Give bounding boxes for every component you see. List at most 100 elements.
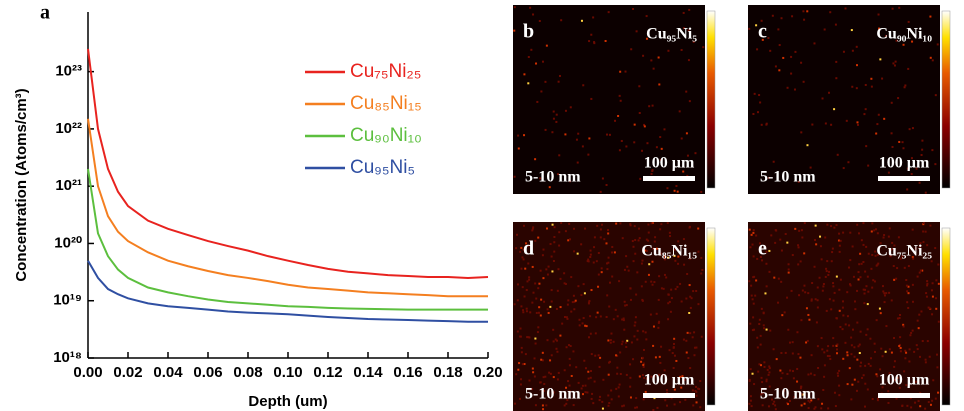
speckle — [870, 77, 873, 80]
speckle — [838, 244, 841, 247]
speckle — [816, 345, 819, 348]
speckle — [860, 239, 863, 242]
speckle — [663, 128, 666, 131]
speckle — [823, 28, 826, 31]
speckle — [587, 302, 590, 305]
speckle — [528, 278, 531, 281]
speckle — [780, 377, 783, 380]
speckle — [873, 229, 876, 232]
speckle — [903, 370, 906, 373]
speckle — [564, 282, 567, 285]
speckle — [589, 332, 592, 335]
speckle — [817, 366, 820, 369]
speckle — [925, 295, 928, 298]
speckle — [750, 233, 753, 236]
speckle — [803, 402, 806, 405]
speckle — [518, 397, 521, 400]
speckle — [640, 285, 643, 288]
speckle — [881, 77, 884, 80]
speckle — [893, 64, 896, 67]
speckle — [907, 292, 910, 295]
x-tick-label: 0.08 — [233, 364, 262, 381]
speckle — [544, 80, 547, 83]
speckle — [593, 42, 596, 45]
panel-composition: Cu₉₀Ni₁₀ — [876, 26, 932, 43]
speckle — [853, 355, 856, 358]
speckle — [571, 301, 574, 304]
speckle — [620, 139, 623, 142]
speckle — [654, 356, 657, 359]
speckle — [859, 276, 862, 279]
speckle — [549, 372, 552, 375]
speckle — [619, 99, 622, 102]
speckle — [898, 317, 901, 320]
speckle — [589, 256, 592, 259]
speckle — [780, 249, 783, 252]
speckle — [787, 328, 790, 331]
speckle — [765, 378, 768, 381]
speckle — [692, 404, 695, 407]
speckle — [862, 260, 865, 263]
speckle — [825, 309, 828, 312]
speckle — [578, 318, 581, 321]
speckle — [876, 375, 879, 378]
speckle — [663, 369, 666, 372]
speckle — [832, 344, 835, 347]
speckle — [791, 341, 794, 344]
speckle — [866, 328, 869, 331]
speckle — [538, 20, 541, 23]
speckle — [542, 277, 545, 280]
speckle — [816, 286, 819, 289]
data-line — [87, 168, 488, 311]
speckle — [787, 268, 790, 271]
speckle — [835, 317, 838, 320]
speckle — [832, 299, 835, 302]
speckle — [542, 408, 545, 411]
speckle — [625, 255, 628, 258]
speckle — [908, 348, 911, 351]
speckle — [867, 164, 870, 167]
speckle — [916, 319, 919, 322]
speckle — [861, 376, 864, 379]
speckle — [760, 393, 763, 396]
speckle — [623, 268, 626, 271]
speckle — [565, 316, 568, 319]
speckle — [895, 39, 898, 42]
speckle — [911, 283, 914, 286]
speckle — [600, 271, 603, 274]
speckle — [576, 252, 579, 255]
speckle — [545, 404, 548, 407]
speckle — [928, 355, 931, 358]
speckle — [665, 276, 668, 279]
speckle — [685, 90, 688, 93]
speckle — [764, 292, 767, 295]
speckle — [756, 336, 759, 339]
speckle — [813, 265, 816, 268]
speckle — [858, 263, 861, 266]
speckle — [749, 399, 752, 402]
speckle — [595, 260, 598, 263]
speckle — [663, 273, 666, 276]
speckle — [698, 388, 701, 391]
speckle — [689, 295, 692, 298]
speckle — [864, 83, 867, 86]
speckle — [681, 375, 684, 378]
speckle — [618, 149, 621, 152]
speckle — [612, 318, 615, 321]
speckle — [521, 363, 524, 366]
speckle — [607, 394, 610, 397]
speckle — [526, 280, 529, 283]
speckle — [594, 354, 597, 357]
speckle — [791, 15, 794, 18]
speckle — [905, 278, 908, 281]
speckle — [528, 379, 531, 382]
speckle — [937, 320, 940, 323]
speckle — [645, 15, 648, 18]
speckle — [641, 374, 644, 377]
speckle — [547, 265, 550, 268]
speckle — [660, 147, 663, 150]
speckle — [753, 92, 756, 95]
speckle — [849, 259, 852, 262]
speckle — [803, 222, 806, 225]
speckle — [691, 336, 694, 339]
